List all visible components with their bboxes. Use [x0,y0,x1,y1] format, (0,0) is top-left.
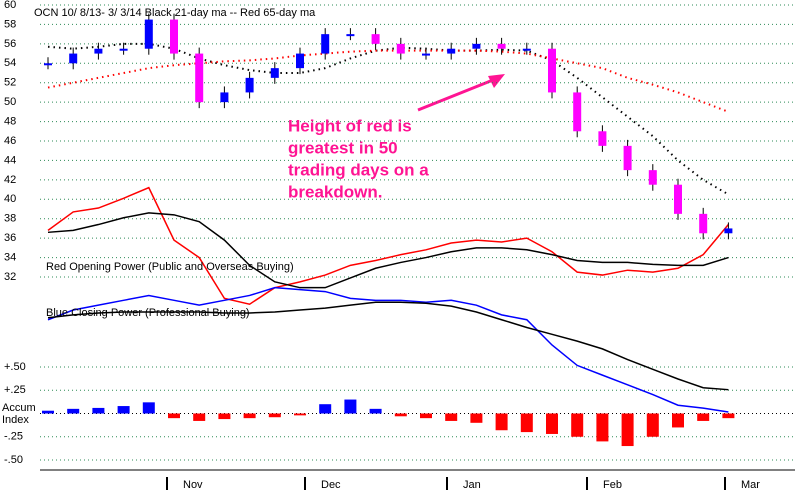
accum-bar [42,410,54,414]
candle [497,43,506,49]
annotation: greatest in 50 [288,138,398,157]
candle [69,53,78,64]
accum-bar [369,408,382,414]
candle [472,43,481,49]
accum-bar [420,413,432,419]
accum-bar [294,413,306,416]
candle [724,228,733,234]
candle [220,92,229,103]
candle [270,68,279,78]
candle [548,48,556,93]
accum-bar [672,413,684,428]
x-tick-label: Nov [183,479,203,491]
accum-bar [117,406,130,414]
arrow-head [488,74,505,88]
candle [598,131,607,146]
x-tick-label: Dec [321,479,341,491]
y-tick-label: 50 [4,96,16,108]
power-line [47,301,729,391]
x-tick-label: Mar [741,479,760,491]
accum-bar [193,413,206,421]
accum-bar [646,413,659,437]
power-line [47,212,729,289]
candle [648,170,657,185]
y-tick-label: 54 [4,57,16,69]
candle [422,53,430,56]
accum-bar [495,413,508,431]
y-tick-label: 48 [4,115,16,127]
accum-bar [697,413,710,421]
annotation: breakdown. [288,182,382,201]
accum-bar [571,413,584,437]
accum-bar [394,413,407,417]
candle [573,92,582,132]
annotation: trading days on a [288,160,429,179]
y-tick-label: 38 [4,213,16,225]
candle [170,19,178,54]
accum-bar [67,408,80,414]
y-tick-label: 32 [4,271,16,283]
accum-bar [218,413,231,420]
candle [245,77,254,93]
y-tick-label: 60 [4,0,16,11]
x-tick-label: Jan [463,479,481,491]
annotation-arrow [417,76,499,112]
power-line [47,286,729,413]
y-tick-label: 40 [4,193,16,205]
y-tick-label: 56 [4,38,16,50]
y-tick-label: 46 [4,135,16,147]
y-tick-label: 42 [4,174,16,186]
accum-bar [92,407,105,414]
candle [447,48,456,54]
accum-label: Accum [2,402,36,414]
candle [371,34,380,44]
accum-bar [168,413,180,419]
y-tick-label: 34 [4,251,16,263]
accum-label: Index [2,414,29,426]
accum-bar [596,413,609,442]
accum-bar [546,413,558,434]
annotation: Height of red is [288,116,412,135]
candle [296,53,304,69]
candle [321,34,330,54]
candle [699,213,708,234]
accum-bar [142,402,155,414]
candle [674,184,682,214]
accum-bar [621,413,634,447]
accum-tick-label: +.50 [4,361,26,373]
accum-bar [520,413,533,433]
candle [346,34,355,37]
accum-bar [722,413,735,419]
moving-average [47,42,729,196]
accum-bar [445,413,458,421]
candle [94,48,103,54]
blue-power-label: Blue Closing Power (Professional Buying) [46,307,250,319]
accum-tick-label: +.25 [4,384,26,396]
accum-bar [319,404,332,414]
accum-tick-label: -.25 [4,431,23,443]
candle [522,48,531,51]
x-tick-label: Feb [603,479,622,491]
y-tick-label: 44 [4,154,16,166]
chart-title: OCN 10/ 8/13- 3/ 3/14 Black 21-day ma --… [34,7,316,19]
candle [195,53,204,103]
y-tick-label: 36 [4,232,16,244]
y-tick-label: 58 [4,18,16,30]
candle [119,48,128,51]
accum-bar [243,413,256,419]
accum-bar [470,413,483,423]
red-power-label: Red Opening Power (Public and Overseas B… [46,261,294,273]
candle [44,63,52,66]
candle [623,145,632,171]
y-tick-label: 52 [4,77,16,89]
candle [144,19,153,49]
accum-bar [268,413,281,418]
accum-tick-label: -.50 [4,454,23,466]
accum-bar [344,399,357,414]
candle [396,43,405,54]
